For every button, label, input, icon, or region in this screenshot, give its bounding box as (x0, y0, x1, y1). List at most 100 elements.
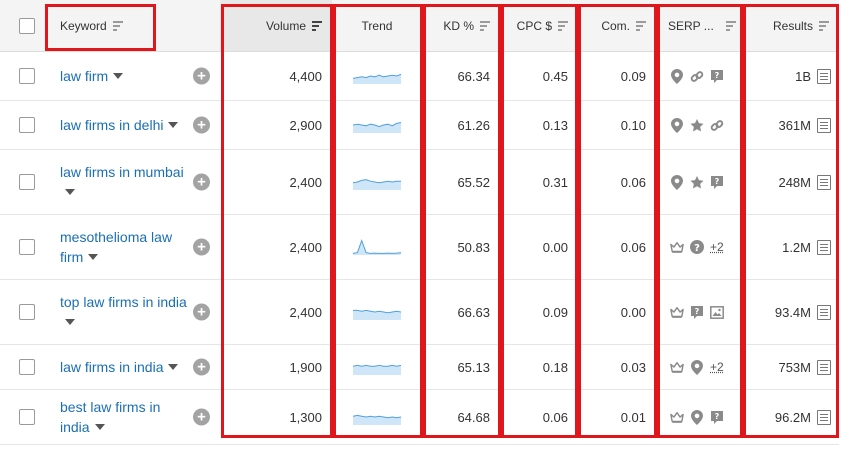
serp-snapshot-icon[interactable] (817, 68, 831, 84)
serp-features-cell: ? (656, 150, 742, 215)
serp-features-cell: ? (656, 52, 742, 101)
results-value: 753M (778, 359, 811, 375)
keyword-cell: law firms in delhi + (46, 101, 220, 150)
keyword-link[interactable]: law firms in delhi (60, 115, 179, 135)
serp-features-cell: ? (656, 280, 742, 345)
select-all-checkbox[interactable] (19, 17, 35, 34)
serp-more-link[interactable]: +2 (710, 360, 724, 374)
pin-icon[interactable] (690, 359, 704, 375)
keyword-text: law firm (60, 68, 109, 84)
cpc-value: 0.13 (542, 117, 568, 133)
sort-icon[interactable] (480, 21, 490, 31)
pin-icon[interactable] (670, 174, 684, 190)
row-checkbox[interactable] (19, 304, 35, 320)
add-keyword-icon[interactable]: + (193, 173, 210, 191)
add-keyword-icon[interactable]: + (193, 408, 210, 426)
pin-icon[interactable] (670, 117, 684, 133)
chevron-down-icon[interactable] (113, 73, 124, 79)
keyword-link[interactable]: law firms in india (60, 357, 179, 377)
com-value: 0.01 (620, 409, 646, 425)
sort-icon[interactable] (558, 21, 568, 31)
image-icon[interactable] (710, 305, 724, 319)
row-checkbox[interactable] (19, 68, 35, 84)
pin-icon[interactable] (670, 68, 684, 84)
kd-value: 65.13 (457, 359, 490, 375)
serp-snapshot-icon[interactable] (817, 174, 831, 190)
com-value: 0.06 (620, 239, 646, 255)
serp-snapshot-icon[interactable] (817, 409, 831, 425)
header-keyword[interactable]: Keyword (46, 0, 220, 52)
trend-sparkline (353, 122, 401, 133)
question-icon[interactable]: ? (690, 240, 704, 254)
com-cell: 0.01 (578, 390, 656, 445)
pin-icon[interactable] (690, 409, 704, 425)
star-icon[interactable] (690, 175, 704, 189)
header-serp[interactable]: SERP ... (656, 0, 742, 52)
header-trend-label: Trend (361, 18, 393, 33)
serp-snapshot-icon[interactable] (817, 304, 831, 320)
serp-snapshot-icon[interactable] (817, 359, 831, 375)
results-cell: 1B (742, 52, 839, 101)
chevron-down-icon[interactable] (65, 319, 75, 325)
review-icon[interactable]: ? (690, 305, 704, 319)
keyword-link[interactable]: mesothelioma law firm (60, 227, 190, 267)
keyword-cell: best law firms in india + (46, 390, 220, 445)
link-icon[interactable] (710, 118, 724, 132)
kd-cell: 65.52 (422, 150, 500, 215)
add-keyword-icon[interactable]: + (193, 238, 210, 256)
chevron-down-icon[interactable] (65, 189, 75, 195)
keyword-link[interactable]: law firm (60, 66, 124, 86)
keyword-link[interactable]: top law firms in india (60, 292, 190, 332)
header-volume[interactable]: Volume (220, 0, 332, 52)
add-keyword-icon[interactable]: + (193, 67, 210, 85)
chevron-down-icon[interactable] (168, 364, 179, 370)
review-icon[interactable]: ? (710, 410, 724, 424)
header-volume-label: Volume (265, 18, 306, 33)
crown-icon[interactable] (670, 240, 684, 254)
sort-icon[interactable] (819, 21, 829, 31)
sort-icon[interactable] (312, 21, 322, 31)
row-select (0, 52, 46, 101)
row-checkbox[interactable] (19, 359, 35, 375)
add-keyword-icon[interactable]: + (193, 358, 210, 376)
row-select (0, 150, 46, 215)
review-icon[interactable]: ? (710, 69, 724, 83)
volume-cell: 1,900 (220, 345, 332, 390)
add-keyword-icon[interactable]: + (193, 116, 210, 134)
row-checkbox[interactable] (19, 239, 35, 255)
row-checkbox[interactable] (19, 409, 35, 425)
header-kd[interactable]: KD % (422, 0, 500, 52)
crown-icon[interactable] (670, 305, 684, 319)
header-results[interactable]: Results (742, 0, 839, 52)
keyword-link[interactable]: law firms in mumbai (60, 162, 190, 202)
header-com[interactable]: Com. (578, 0, 656, 52)
crown-icon[interactable] (670, 410, 684, 424)
link-icon[interactable] (690, 69, 704, 83)
sort-icon[interactable] (725, 21, 736, 31)
row-checkbox[interactable] (19, 174, 35, 190)
volume-cell: 2,400 (220, 150, 332, 215)
keyword-link[interactable]: best law firms in india (60, 397, 190, 437)
sort-icon[interactable] (636, 21, 646, 31)
chevron-down-icon[interactable] (168, 122, 179, 128)
chevron-down-icon[interactable] (88, 254, 99, 260)
keyword-text: law firms in india (60, 359, 164, 375)
sort-icon[interactable] (112, 21, 123, 31)
cpc-cell: 0.00 (500, 215, 578, 280)
header-cpc[interactable]: CPC $ (500, 0, 578, 52)
com-value: 0.10 (620, 117, 646, 133)
serp-more-link[interactable]: +2 (710, 240, 724, 254)
crown-icon[interactable] (670, 360, 684, 374)
review-icon[interactable]: ? (710, 175, 724, 189)
results-cell: 753M (742, 345, 839, 390)
kd-value: 50.83 (457, 239, 490, 255)
star-icon[interactable] (690, 118, 704, 132)
keyword-cell: mesothelioma law firm + (46, 215, 220, 280)
chevron-down-icon[interactable] (94, 424, 105, 430)
row-checkbox[interactable] (19, 117, 35, 133)
volume-value: 1,300 (289, 409, 322, 425)
add-keyword-icon[interactable]: + (193, 303, 210, 321)
cpc-value: 0.00 (542, 239, 568, 255)
serp-snapshot-icon[interactable] (817, 239, 831, 255)
serp-snapshot-icon[interactable] (817, 117, 831, 133)
